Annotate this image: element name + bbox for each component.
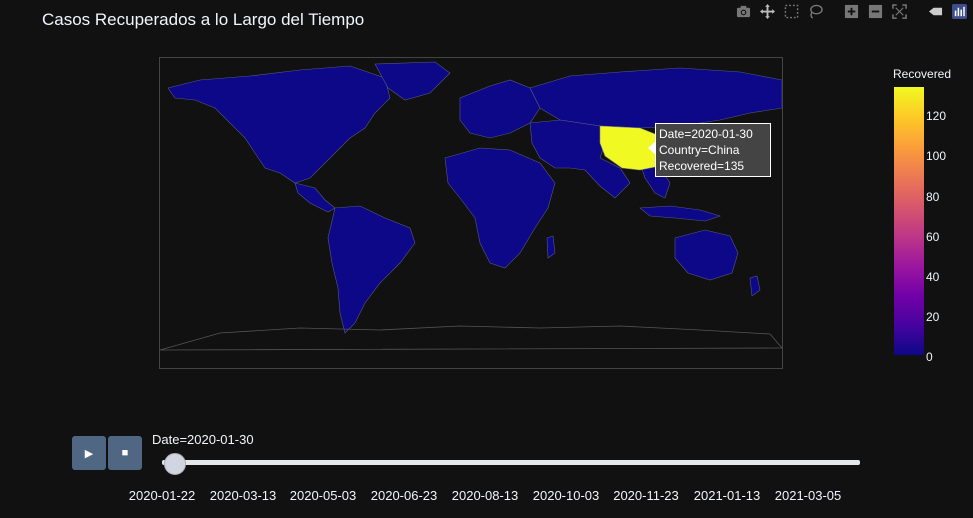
region-europe bbox=[459, 79, 541, 139]
region-antarctica bbox=[160, 325, 782, 351]
pan-icon[interactable] bbox=[757, 2, 777, 20]
slider-tick-label[interactable]: 2020-03-13 bbox=[209, 488, 277, 503]
region-north-asia bbox=[529, 67, 782, 129]
camera-icon[interactable] bbox=[733, 2, 753, 20]
colorbar-gradient bbox=[894, 87, 924, 355]
modebar bbox=[733, 2, 969, 20]
hover-tooltip: Date=2020-01-30 Country=China Recovered=… bbox=[655, 123, 771, 177]
colorbar-tick: 0 bbox=[926, 350, 933, 364]
plotly-logo-icon[interactable] bbox=[949, 2, 969, 20]
region-china bbox=[599, 125, 666, 171]
slider-tick-label[interactable]: 2020-06-23 bbox=[370, 488, 438, 503]
region-indonesia bbox=[639, 205, 721, 222]
colorbar-tick: 100 bbox=[926, 149, 947, 163]
tooltip-date: Date=2020-01-30 bbox=[659, 127, 753, 141]
choropleth-map[interactable] bbox=[159, 57, 783, 369]
slider-track[interactable] bbox=[162, 460, 860, 465]
zoom-in-icon[interactable] bbox=[841, 2, 861, 20]
tooltip-pointer bbox=[648, 141, 656, 155]
slider-tick-label[interactable]: 2020-01-22 bbox=[128, 488, 196, 503]
slider-tick-label[interactable]: 2020-05-03 bbox=[289, 488, 357, 503]
stop-button[interactable]: ■ bbox=[108, 436, 142, 470]
lasso-icon[interactable] bbox=[805, 2, 825, 20]
slider-tick-label[interactable]: 2020-08-13 bbox=[451, 488, 519, 503]
region-greenland bbox=[374, 61, 451, 101]
slider-tick-label[interactable]: 2020-11-23 bbox=[613, 488, 679, 503]
region-south-america bbox=[327, 205, 416, 334]
tooltip-country: Country=China bbox=[659, 143, 740, 157]
colorbar-title: Recovered bbox=[893, 67, 952, 81]
region-new-zealand bbox=[749, 275, 761, 297]
play-button[interactable]: ▶ bbox=[72, 436, 106, 470]
slider-tick-label[interactable]: 2021-03-05 bbox=[774, 488, 842, 503]
colorbar-tick: 60 bbox=[926, 230, 940, 244]
box-select-icon[interactable] bbox=[781, 2, 801, 20]
zoom-out-icon[interactable] bbox=[865, 2, 885, 20]
colorbar-tick: 80 bbox=[926, 190, 940, 204]
slider-tick-row: 2020-01-22 2020-03-13 2020-05-03 2020-06… bbox=[0, 488, 973, 508]
slider-tick-label[interactable]: 2020-10-03 bbox=[532, 488, 600, 503]
chart-title: Casos Recuperados a lo Largo del Tiempo bbox=[42, 10, 365, 29]
colorbar-tick: 20 bbox=[926, 310, 940, 324]
autoscale-icon[interactable] bbox=[889, 2, 909, 20]
colorbar-tick: 120 bbox=[926, 109, 947, 123]
reset-axes-icon[interactable] bbox=[925, 2, 945, 20]
region-north-america bbox=[167, 65, 391, 184]
region-central-america bbox=[294, 182, 336, 213]
region-madagascar bbox=[546, 235, 556, 259]
region-australia bbox=[674, 229, 739, 281]
slider-tick-label[interactable]: 2021-01-13 bbox=[693, 488, 761, 503]
tooltip-recovered: Recovered=135 bbox=[659, 159, 745, 173]
slider-handle[interactable] bbox=[164, 453, 186, 475]
region-africa bbox=[444, 147, 556, 269]
colorbar-tick: 40 bbox=[926, 270, 940, 284]
slider-current-value: Date=2020-01-30 bbox=[152, 432, 254, 447]
